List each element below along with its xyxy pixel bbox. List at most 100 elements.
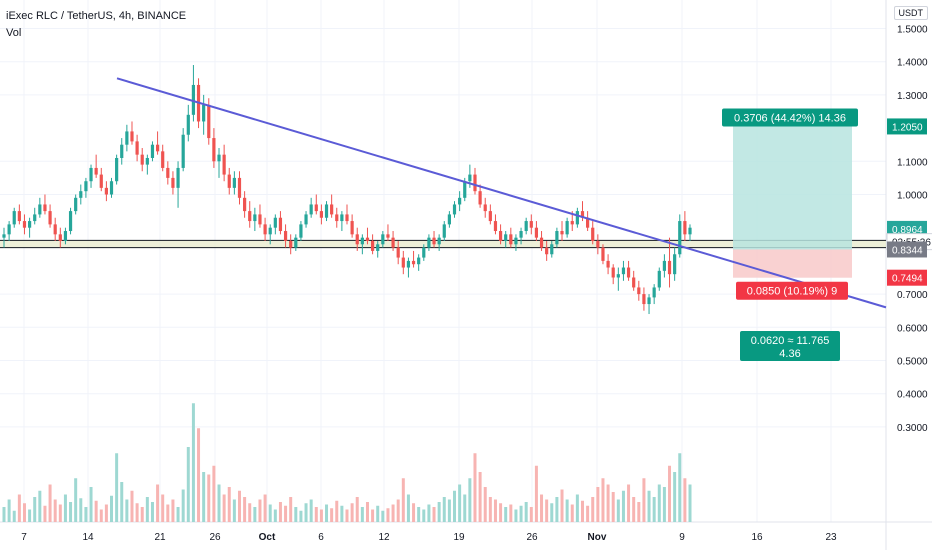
candle-body bbox=[570, 221, 574, 225]
candle-body bbox=[478, 191, 482, 205]
candle-body bbox=[330, 204, 334, 215]
candle-body bbox=[217, 154, 221, 162]
volume-bar bbox=[304, 503, 308, 522]
trendline bbox=[116, 77, 887, 309]
volume-bar bbox=[278, 502, 282, 522]
price-tick-label: 0.7000 bbox=[897, 290, 928, 301]
candle-body bbox=[662, 260, 667, 271]
price-tag-stop bbox=[887, 269, 927, 286]
volume-bar bbox=[499, 503, 503, 522]
volume-bar bbox=[540, 494, 544, 522]
volume-bar bbox=[43, 505, 47, 522]
candle-body bbox=[355, 234, 359, 245]
volume-bar bbox=[104, 504, 108, 522]
candle-body bbox=[422, 247, 426, 258]
volume-bar bbox=[74, 478, 78, 522]
candle-body bbox=[514, 237, 518, 245]
time-tick-label: 6 bbox=[318, 532, 324, 543]
position-stop-label: 0.0850 (10.19%) 9 bbox=[747, 286, 838, 298]
candle-body bbox=[539, 237, 544, 248]
candle-body bbox=[345, 214, 349, 222]
candle-body bbox=[626, 267, 631, 278]
candle-body bbox=[652, 287, 656, 298]
candle-body bbox=[94, 167, 98, 175]
candle-body bbox=[642, 294, 646, 305]
candle-body bbox=[688, 227, 692, 235]
volume-bar bbox=[63, 494, 67, 522]
candle-body bbox=[498, 231, 503, 241]
volume-bar bbox=[350, 503, 354, 522]
volume-bar bbox=[212, 465, 216, 522]
volume-bar bbox=[89, 487, 93, 522]
candle-body bbox=[647, 297, 651, 305]
candle-body bbox=[437, 237, 441, 245]
time-tick-label: 26 bbox=[526, 532, 538, 543]
price-tick-label: 1.4000 bbox=[897, 58, 928, 69]
volume-bar bbox=[406, 494, 410, 522]
volume-indicator-label[interactable]: Vol bbox=[6, 27, 22, 39]
candle-body bbox=[565, 221, 569, 235]
volume-bar bbox=[156, 484, 160, 522]
candle-body bbox=[227, 174, 231, 188]
volume-bar bbox=[514, 509, 518, 522]
volume-bar bbox=[84, 507, 88, 522]
candle-body bbox=[370, 240, 375, 251]
volume-bar bbox=[140, 507, 144, 522]
volume-bar bbox=[171, 499, 175, 522]
price-tag-label-entry: 0.8344 bbox=[892, 245, 923, 256]
volume-bar bbox=[33, 497, 37, 522]
symbol-title[interactable]: iExec RLC / TetherUS, 4h, BINANCE bbox=[6, 10, 187, 22]
candle-body bbox=[191, 84, 196, 115]
candle-body bbox=[33, 214, 37, 222]
time-tick-label: 21 bbox=[154, 532, 166, 543]
candle-body bbox=[99, 174, 103, 188]
candle-body bbox=[324, 204, 329, 218]
volume-bar bbox=[580, 500, 584, 522]
candle-body bbox=[432, 237, 436, 245]
price-tick-label: 1.5000 bbox=[897, 25, 928, 36]
candle-body bbox=[120, 144, 124, 158]
volume-bar bbox=[99, 509, 103, 522]
candle-body bbox=[74, 197, 78, 212]
candle-body bbox=[268, 227, 272, 235]
position-target-label-box bbox=[722, 108, 858, 127]
candle-body bbox=[591, 227, 595, 241]
candle-body bbox=[365, 237, 370, 241]
candle-body bbox=[350, 221, 354, 235]
volume-bar bbox=[560, 489, 564, 522]
volume-bar bbox=[28, 509, 32, 522]
volume-bar bbox=[575, 494, 579, 522]
volume-bar bbox=[176, 507, 180, 522]
volume-bar bbox=[468, 478, 472, 522]
position-ratio-label: 0.0620 ≈ 11.765 bbox=[751, 335, 830, 347]
volume-bar bbox=[314, 507, 318, 522]
currency-button[interactable]: USDT bbox=[893, 6, 928, 20]
volume-bar bbox=[273, 509, 277, 522]
candle-body bbox=[278, 217, 283, 232]
volume-bar bbox=[345, 509, 349, 522]
volume-bar bbox=[606, 484, 610, 522]
volume-bar bbox=[673, 472, 677, 522]
candle-body bbox=[237, 177, 242, 198]
volume-bar bbox=[94, 500, 98, 522]
volume-bar bbox=[181, 489, 185, 522]
volume-bar bbox=[294, 507, 298, 522]
volume-bar bbox=[391, 504, 395, 522]
volume-bar bbox=[7, 499, 11, 522]
volume-bar bbox=[555, 497, 559, 522]
candle-body bbox=[458, 197, 462, 205]
volume-bar bbox=[586, 505, 590, 522]
volume-bar bbox=[360, 507, 364, 522]
volume-bar bbox=[222, 494, 226, 522]
volume-bar bbox=[69, 502, 73, 522]
volume-bar bbox=[534, 465, 538, 522]
candle-body bbox=[212, 138, 216, 162]
volume-bar bbox=[381, 510, 385, 522]
volume-bar bbox=[504, 507, 508, 522]
price-tick-label: 1.3000 bbox=[897, 91, 928, 102]
volume-bar bbox=[319, 509, 323, 522]
volume-bar bbox=[509, 504, 513, 522]
candle-body bbox=[38, 204, 42, 215]
candle-body bbox=[263, 224, 267, 235]
